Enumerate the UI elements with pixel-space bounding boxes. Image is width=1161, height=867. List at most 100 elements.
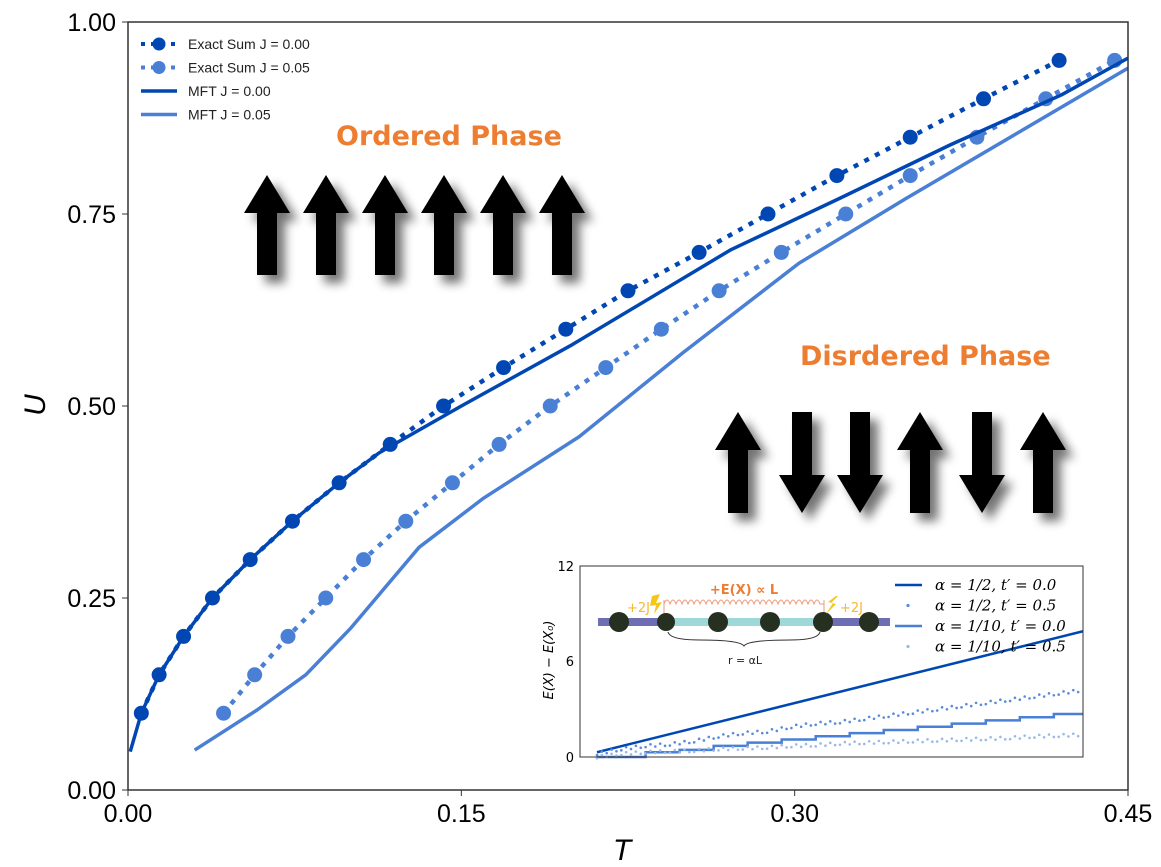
inset-data-dot <box>722 733 725 736</box>
inset-data-dot <box>702 749 706 753</box>
inset-data-dot <box>814 723 817 727</box>
inset-data-dot <box>926 738 929 741</box>
legend-label: MFT J = 0.00 <box>188 83 271 99</box>
inset-data-dot <box>887 715 890 719</box>
site <box>859 612 879 632</box>
inset-data-dot <box>600 750 604 753</box>
inset-data-dot <box>994 738 997 741</box>
inset-data-dot <box>712 749 715 752</box>
inset-series-steps-2 <box>597 712 1083 759</box>
inset-data-dot <box>692 750 696 754</box>
inset-data-dot <box>1047 733 1051 736</box>
inset-data-dot <box>707 747 711 750</box>
data-point <box>216 705 232 721</box>
inset-data-dot <box>824 722 827 726</box>
data-point <box>436 398 452 414</box>
inset-data-dot <box>1042 695 1046 698</box>
inset-data-dot <box>756 745 759 748</box>
inset-data-dot <box>969 739 973 742</box>
ordered-spins <box>244 175 585 275</box>
inset-data-dot <box>654 751 657 755</box>
inset-data-dot <box>726 748 730 752</box>
inset-data-dot <box>1008 699 1012 703</box>
inset-data-dot <box>620 753 623 757</box>
inset-data-dot <box>736 748 740 751</box>
inset-data-dot <box>804 722 808 725</box>
data-point <box>496 360 512 376</box>
inset-data-dot <box>901 711 905 714</box>
inset-data-dot <box>644 752 647 755</box>
inset-data-dot <box>600 753 604 757</box>
inset-y-axis-label: E(X) − E(X₀) <box>542 621 557 700</box>
inset-data-dot <box>722 746 725 749</box>
inset-data-dot <box>940 737 944 741</box>
inset-data-dot <box>828 741 832 745</box>
series-line-2 <box>128 56 1129 753</box>
y-tick-label: 0.50 <box>67 393 116 421</box>
data-point <box>398 513 414 529</box>
inset-data-dot <box>658 749 662 752</box>
inset-data-dot <box>717 749 720 752</box>
site <box>708 612 728 632</box>
inset-data-dot <box>668 751 672 755</box>
inset-data-dot <box>931 709 934 713</box>
inset-data-dot <box>644 745 647 749</box>
inset-data-dot <box>921 711 924 714</box>
inset-data-dot <box>892 739 895 742</box>
data-point <box>542 398 558 414</box>
series-dotted-line-1 <box>221 58 1116 715</box>
inset-data-dot <box>931 740 934 744</box>
site <box>760 612 780 632</box>
spin-down-arrow-icon <box>779 412 825 513</box>
inset-data-dot <box>833 743 837 747</box>
inset-data-dot <box>595 756 599 760</box>
inset-data-dot <box>765 731 769 735</box>
inset-data-dot <box>678 742 681 746</box>
inset-data-dot <box>794 743 798 746</box>
data-point <box>444 475 460 491</box>
distance-label: r = αL <box>728 654 763 667</box>
inset-data-dot <box>809 724 813 727</box>
inset-data-dot <box>911 741 915 744</box>
spin-up-arrow-icon <box>480 175 526 275</box>
inset-data-dot <box>688 741 691 745</box>
inset-data-dot <box>877 739 881 743</box>
inset-data-dot <box>945 739 949 743</box>
inset-data-dot <box>760 731 764 735</box>
inset-data-dot <box>760 747 764 751</box>
data-point <box>491 436 507 452</box>
legend-marker <box>152 37 166 51</box>
inset-data-dot <box>965 736 968 740</box>
inset-data-dot <box>1062 732 1065 736</box>
inset-data-dot <box>926 707 929 711</box>
inset-data-dot <box>746 730 749 733</box>
inset-data-dot <box>683 739 686 743</box>
inset-data-dot <box>692 741 696 744</box>
inset-data-dot <box>863 718 866 722</box>
site <box>609 612 629 632</box>
axis-ticks: 0.00 0.15 0.30 0.45 0.00 0.25 0.50 0.75 1.00 <box>67 9 1152 828</box>
inset-data-dot <box>969 704 973 708</box>
legend-label: MFT J = 0.05 <box>188 107 271 123</box>
inset-data-dot <box>741 748 745 751</box>
x-tick-label: 0.15 <box>437 800 486 828</box>
inset-data-dot <box>1033 696 1036 700</box>
inset-data-dot <box>1057 693 1060 696</box>
inset-data-dot <box>615 749 618 753</box>
inset-data-dot <box>1071 732 1075 736</box>
spin-up-arrow-icon <box>1020 412 1066 513</box>
inset-data-dot <box>853 717 856 721</box>
inset-data-dot <box>1037 693 1041 696</box>
inset-data-dot <box>984 702 988 706</box>
inset-data-dot <box>1023 695 1026 698</box>
inset-data-dot <box>634 744 638 748</box>
inset-data-dot <box>654 745 657 748</box>
inset-data-dot <box>799 725 803 729</box>
inset-data-dot <box>1003 738 1007 741</box>
data-point <box>838 206 854 222</box>
inset-data-dot <box>965 702 968 706</box>
inset-data-dot <box>999 735 1002 739</box>
spin-up-arrow-icon <box>539 175 585 275</box>
inset-data-dot <box>673 748 677 752</box>
